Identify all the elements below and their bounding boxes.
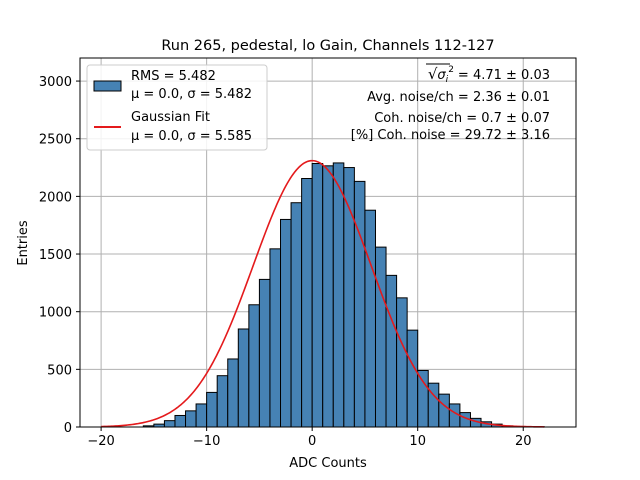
- histogram-bar: [258, 278, 271, 428]
- histogram-bar: [290, 202, 303, 428]
- x-axis-ticks: −20 −10 0 10 20: [87, 427, 532, 449]
- histogram-bar: [311, 163, 324, 428]
- histogram-bar: [396, 297, 408, 428]
- annotation-coh-noise: Coh. noise/ch = 0.7 ± 0.07: [374, 111, 550, 126]
- plot-frame: [79, 57, 577, 428]
- legend-fit-label: Gaussian Fit: [131, 110, 210, 125]
- histogram-bar: [322, 165, 334, 428]
- histogram-bar: [227, 358, 239, 428]
- y-tick-label: 0: [64, 421, 72, 436]
- legend-fit-stats: μ = 0.0, σ = 5.585: [131, 129, 252, 144]
- y-tick-label: 3000: [39, 75, 72, 90]
- legend: RMS = 5.482 μ = 0.0, σ = 5.482 Gaussian …: [86, 64, 268, 151]
- legend-histogram-swatch: [93, 80, 122, 92]
- x-tick-label: −10: [193, 434, 220, 449]
- y-tick-label: 1000: [39, 306, 72, 321]
- histogram-bar: [417, 369, 429, 428]
- annotation-coh-noise-percent: [%] Coh. noise = 29.72 ± 3.16: [351, 128, 550, 143]
- histogram-bar: [216, 375, 229, 428]
- histogram-bar: [206, 391, 218, 428]
- histogram-bar: [374, 246, 387, 428]
- histogram-bar: [332, 162, 345, 428]
- y-tick-label: 2000: [39, 190, 72, 205]
- x-tick-label: 10: [409, 434, 426, 449]
- legend-histogram-label: RMS = 5.482: [131, 69, 216, 84]
- y-axis-label: Entries: [16, 220, 31, 266]
- histogram-bar: [195, 403, 208, 428]
- histogram-bar: [406, 329, 419, 428]
- histogram-bar: [174, 414, 187, 428]
- histogram-bar: [163, 420, 176, 428]
- x-tick-label: 0: [308, 434, 316, 449]
- annotation-sigma: √σi2 = 4.71 ± 0.03: [428, 65, 550, 85]
- histogram-bars: [142, 162, 545, 428]
- histogram-bar: [248, 304, 260, 428]
- histogram-bar: [301, 178, 313, 428]
- y-tick-label: 1500: [39, 248, 72, 263]
- histogram-bar: [280, 218, 292, 428]
- histogram-bar: [364, 209, 376, 428]
- annotation-avg-noise: Avg. noise/ch = 2.36 ± 0.01: [367, 90, 550, 105]
- histogram-bar: [438, 393, 450, 428]
- legend-box: [86, 64, 268, 151]
- x-axis-label: ADC Counts: [289, 456, 367, 471]
- x-tick-label: 20: [515, 434, 532, 449]
- histogram-bar: [269, 248, 282, 428]
- legend-histogram-stats: μ = 0.0, σ = 5.482: [131, 87, 252, 102]
- y-tick-label: 2500: [39, 133, 72, 148]
- gaussian-fit-line: [101, 159, 545, 428]
- histogram-bar: [385, 274, 398, 428]
- x-tick-label: −20: [87, 434, 114, 449]
- histogram-bar: [237, 328, 250, 428]
- y-tick-label: 500: [47, 363, 72, 378]
- y-axis-ticks: 0 500 1000 1500 2000 2500 3000: [39, 75, 80, 436]
- stats-annotations: √σi2 = 4.71 ± 0.03 Avg. noise/ch = 2.36 ±…: [351, 63, 550, 143]
- histogram-bar: [353, 180, 366, 428]
- histogram-bar: [185, 410, 197, 428]
- chart-title: Run 265, pedestal, lo Gain, Channels 112…: [161, 38, 494, 54]
